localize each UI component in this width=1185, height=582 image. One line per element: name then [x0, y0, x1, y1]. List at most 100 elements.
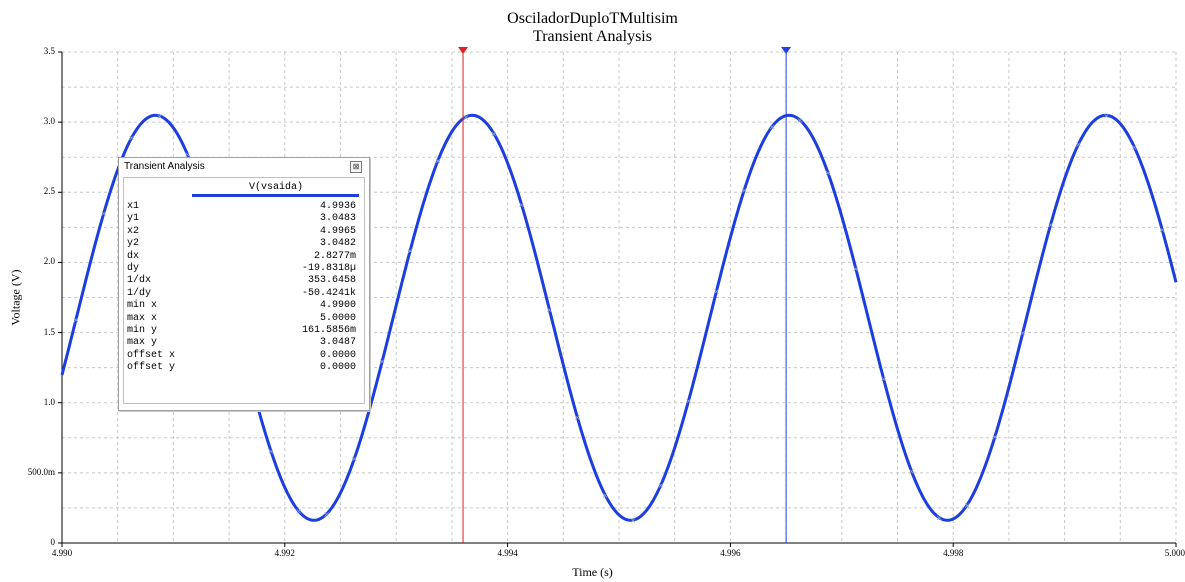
readout-row: min y 161.5856m	[127, 325, 356, 337]
data-point-marker: ×	[1075, 140, 1082, 149]
data-point-marker: ×	[156, 112, 163, 121]
cursor-handle-1[interactable]	[458, 47, 469, 54]
data-point-marker: ×	[1131, 143, 1138, 152]
readout-key: max y	[127, 337, 158, 349]
data-point-marker: ×	[1019, 329, 1026, 338]
data-point-marker: ×	[880, 375, 887, 384]
readout-value: 3.0482	[319, 238, 356, 250]
cursor-handle-2[interactable]	[781, 47, 792, 54]
chart-title: OsciladorDuploTMultisim	[507, 10, 678, 27]
readout-key: min y	[127, 324, 158, 336]
y-tick-label: 0	[50, 537, 56, 547]
data-point-marker: ×	[435, 156, 442, 165]
readout-row: y2 3.0482	[127, 238, 356, 250]
data-point-marker: ×	[852, 264, 859, 273]
data-point-marker: ×	[657, 481, 664, 490]
data-point-marker: ×	[546, 305, 553, 314]
x-tick-label: 4.992	[274, 548, 295, 558]
data-point-marker: ×	[490, 129, 497, 138]
data-point-marker: ×	[741, 186, 748, 195]
readout-key: 1/dy	[127, 287, 152, 299]
series-swatch	[192, 194, 359, 197]
y-tick-label: 3.0	[43, 116, 55, 127]
readout-value: 3.0487	[319, 337, 356, 349]
data-point-marker: ×	[964, 501, 971, 510]
data-point-marker: ×	[295, 507, 302, 516]
readout-key: offset x	[127, 349, 176, 361]
x-tick-label: 4.996	[720, 548, 741, 558]
x-tick-label: 4.998	[943, 548, 964, 558]
readout-key: y1	[127, 213, 140, 225]
data-point-marker: ×	[1103, 111, 1110, 120]
data-point-marker: ×	[713, 287, 720, 296]
data-point-marker: ×	[908, 467, 915, 476]
readout-row: offset y 0.0000	[127, 362, 356, 374]
readout-value: 5.0000	[319, 312, 356, 324]
x-tick-label: 4.994	[497, 548, 518, 558]
readout-key: 1/dx	[127, 275, 152, 287]
y-tick-label: 1.5	[43, 326, 55, 337]
data-point-marker: ×	[379, 357, 386, 366]
readout-value: 353.6458	[307, 275, 356, 287]
close-icon[interactable]: ⊠	[350, 161, 362, 173]
cursor-readout-rows: x1 4.9936 y1 3.0483 x2 4.9965 y2 3.0482 dx 2.8277…	[127, 201, 356, 374]
readout-key: y2	[127, 238, 140, 250]
cursor-panel-titlebar[interactable]: Transient Analysis ⊠	[119, 158, 369, 176]
x-axis-label: Time (s)	[572, 565, 613, 579]
readout-value: 3.0483	[319, 213, 356, 225]
data-point-marker: ×	[462, 113, 469, 122]
data-point-marker: ×	[184, 150, 191, 159]
data-point-marker: ×	[936, 514, 943, 523]
readout-value: -50.4241k	[301, 287, 356, 299]
readout-value: 2.8277m	[313, 250, 356, 262]
readout-row: offset x 0.0000	[127, 350, 356, 362]
readout-value: 0.0000	[319, 362, 356, 374]
readout-key: x1	[127, 201, 140, 212]
data-point-marker: ×	[1047, 220, 1054, 229]
data-point-marker: ×	[602, 491, 609, 500]
readout-key: dx	[127, 250, 140, 262]
data-point-marker: ×	[685, 396, 692, 405]
readout-key: x2	[127, 225, 140, 237]
readout-row: max x 5.0000	[127, 313, 356, 325]
data-point-marker: ×	[100, 209, 107, 218]
cursor-panel-body: V(vsaida) x1 4.9936 y1 3.0483 x2 4.9965 y2 3.04…	[123, 177, 365, 404]
series-name: V(vsaida)	[248, 182, 303, 193]
data-point-marker: ×	[1159, 225, 1166, 234]
data-point-marker: ×	[351, 454, 358, 463]
y-tick-label: 2.5	[43, 186, 55, 197]
readout-row: x1 4.9936	[127, 201, 356, 213]
data-point-marker: ×	[268, 447, 275, 456]
data-point-marker: ×	[518, 200, 525, 209]
data-point-marker: ×	[630, 516, 637, 525]
x-tick-label: 4.990	[51, 548, 73, 558]
readout-value: 4.9936	[319, 201, 356, 212]
y-tick-label: 500.0m	[27, 466, 55, 477]
data-point-marker: ×	[992, 432, 999, 441]
readout-row: dy -19.8318µ	[127, 263, 356, 275]
readout-value: 161.5856m	[301, 324, 356, 336]
readout-key: max x	[127, 312, 158, 324]
y-tick-label: 1.0	[43, 396, 55, 407]
readout-key: offset y	[127, 362, 176, 374]
readout-value: 4.9900	[319, 300, 356, 312]
data-point-marker: ×	[574, 413, 581, 422]
x-tick-label: 5.000	[1164, 548, 1185, 558]
readout-value: -19.8318µ	[301, 262, 356, 274]
data-point-marker: ×	[797, 116, 804, 125]
y-tick-label: 3.5	[43, 46, 55, 56]
readout-key: min x	[127, 300, 158, 312]
y-tick-label: 2.0	[43, 256, 55, 267]
data-point-marker: ×	[825, 169, 832, 178]
data-point-marker: ×	[323, 510, 330, 519]
data-point-marker: ×	[769, 122, 776, 131]
cursor-panel-title: Transient Analysis	[124, 161, 205, 172]
readout-row: y1 3.0483	[127, 213, 356, 225]
readout-row: dx 2.8277m	[127, 251, 356, 263]
readout-value: 4.9965	[319, 225, 356, 237]
data-point-marker: ×	[407, 247, 414, 256]
readout-row: 1/dx 353.6458	[127, 275, 356, 287]
readout-value: 0.0000	[319, 349, 356, 361]
cursor-readout-panel[interactable]: Transient Analysis ⊠ V(vsaida) x1 4.9936 y…	[118, 157, 370, 411]
readout-row: min x 4.9900	[127, 300, 356, 312]
